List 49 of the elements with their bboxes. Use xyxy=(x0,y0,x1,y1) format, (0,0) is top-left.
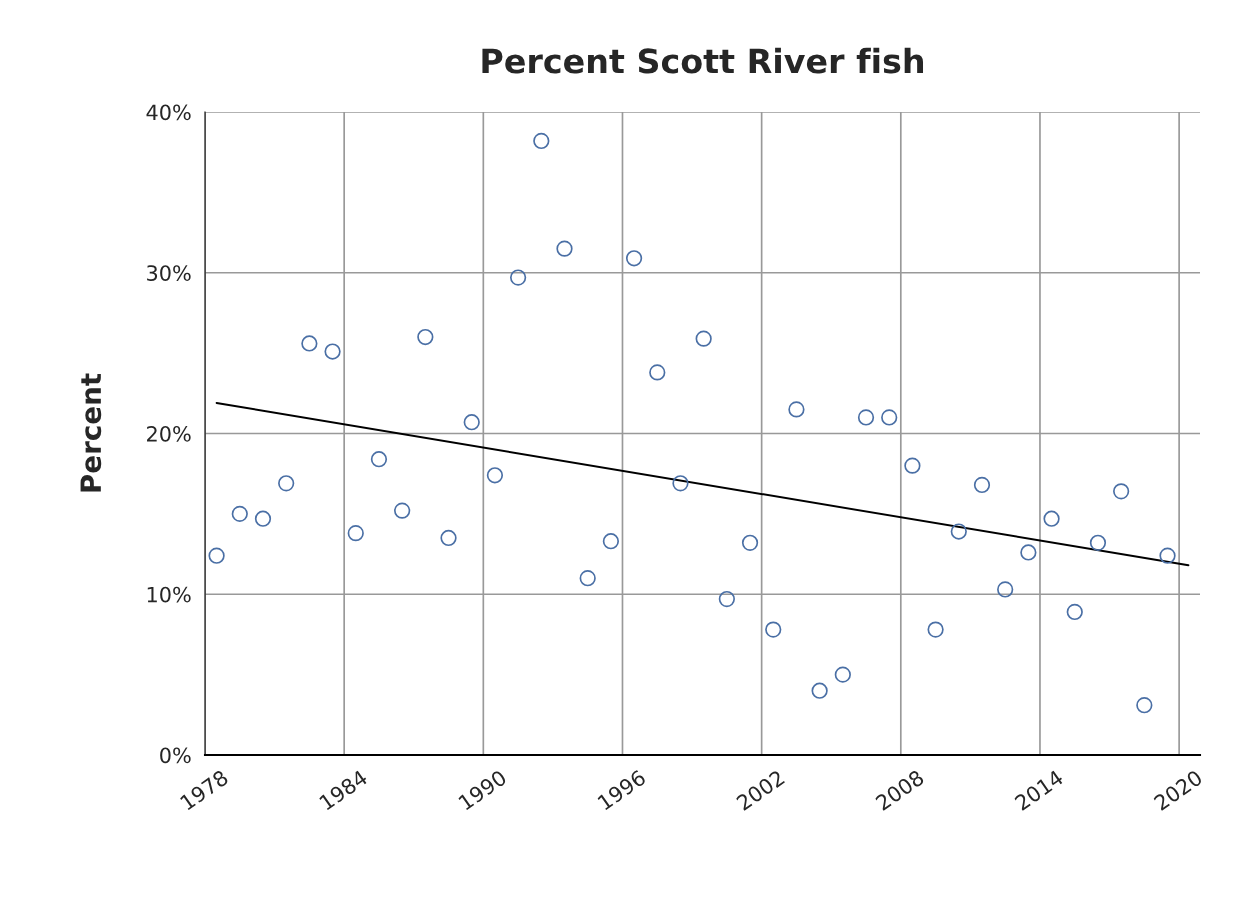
point xyxy=(254,510,272,527)
point xyxy=(1043,510,1060,527)
point xyxy=(509,269,527,286)
point xyxy=(463,414,480,431)
point xyxy=(1089,534,1107,551)
point xyxy=(324,343,341,360)
point xyxy=(1113,483,1130,500)
point xyxy=(718,590,735,608)
chart-title: Percent Scott River fish xyxy=(482,47,924,74)
point xyxy=(1159,547,1176,564)
point xyxy=(440,529,457,547)
y-tick-label: 40% xyxy=(146,104,191,121)
point xyxy=(672,475,689,492)
point xyxy=(579,570,596,587)
point xyxy=(394,502,411,519)
y-tick-label: 0% xyxy=(160,747,191,764)
point xyxy=(278,475,295,492)
point xyxy=(602,533,620,550)
point xyxy=(881,409,898,426)
point xyxy=(741,534,759,551)
point xyxy=(765,621,782,638)
point xyxy=(208,547,225,564)
point xyxy=(927,621,944,638)
point xyxy=(1020,544,1037,561)
y-tick-label: 20% xyxy=(147,425,191,442)
point xyxy=(1136,697,1153,714)
point xyxy=(301,335,318,352)
point xyxy=(649,364,666,381)
point xyxy=(556,240,573,257)
point xyxy=(904,457,921,474)
point xyxy=(1066,603,1083,621)
point xyxy=(997,581,1014,598)
point xyxy=(370,451,388,468)
point xyxy=(973,476,991,494)
point xyxy=(811,682,828,699)
y-axis-title: Percent xyxy=(80,373,102,492)
y-tick-label: 30% xyxy=(147,265,191,281)
point xyxy=(695,330,712,347)
point xyxy=(834,666,851,683)
point xyxy=(347,525,364,542)
point xyxy=(417,328,434,346)
point xyxy=(857,409,875,426)
point xyxy=(625,250,643,267)
point xyxy=(533,132,550,150)
point xyxy=(486,467,504,484)
y-tick-label: 10% xyxy=(147,586,191,603)
point xyxy=(788,401,805,418)
point xyxy=(950,523,967,540)
point xyxy=(231,505,248,523)
